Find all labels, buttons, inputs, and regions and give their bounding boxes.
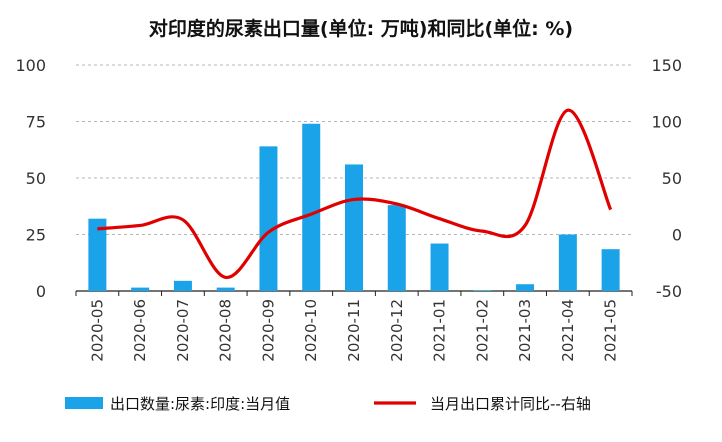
chart-title: 对印度的尿素出口量(单位: 万吨)和同比(单位: %)	[148, 18, 574, 40]
y-left-tick-label: 100	[15, 56, 46, 75]
x-tick-label: 2021-04	[559, 299, 577, 362]
x-tick-label: 2021-05	[602, 299, 620, 362]
bar	[131, 287, 150, 291]
legend-swatch-bar	[65, 397, 103, 409]
y-right-tick-label: 0	[672, 226, 682, 245]
bar	[259, 146, 278, 291]
bar	[558, 234, 577, 291]
x-tick-label: 2020-07	[174, 299, 192, 362]
x-tick-label: 2021-03	[516, 299, 534, 362]
y-right-tick-label: 100	[651, 113, 682, 132]
y-right-tick-label: 50	[662, 169, 682, 188]
bar	[302, 123, 321, 291]
x-tick-label: 2020-08	[217, 299, 235, 362]
bar	[601, 249, 620, 291]
bar	[387, 205, 406, 291]
bar	[216, 287, 235, 291]
x-tick-label: 2020-06	[131, 299, 149, 362]
y-left-tick-label: 50	[26, 169, 46, 188]
x-tick-label: 2020-11	[345, 299, 363, 362]
y-right-tick-label: 150	[651, 56, 682, 75]
y-right-tick-label: -50	[656, 282, 682, 301]
bar	[516, 284, 535, 291]
x-tick-label: 2020-12	[388, 299, 406, 362]
bar	[173, 280, 192, 291]
x-tick-label: 2020-05	[88, 299, 106, 362]
bar	[88, 218, 107, 291]
x-tick-label: 2020-10	[302, 299, 320, 362]
x-tick-label: 2021-01	[431, 299, 449, 362]
y-left-tick-label: 25	[26, 226, 46, 245]
y-left-tick-label: 75	[26, 113, 46, 132]
legend-label-bar: 出口数量:尿素:印度:当月值	[110, 395, 290, 413]
bar	[473, 290, 492, 291]
bar	[430, 243, 449, 291]
x-tick-label: 2020-09	[259, 299, 277, 362]
bar	[345, 164, 363, 291]
yoy-line	[97, 108, 613, 280]
y-left-tick-label: 0	[36, 282, 46, 301]
x-tick-label: 2021-02	[473, 299, 491, 362]
legend-label-line: 当月出口累计同比--右轴	[430, 395, 591, 413]
